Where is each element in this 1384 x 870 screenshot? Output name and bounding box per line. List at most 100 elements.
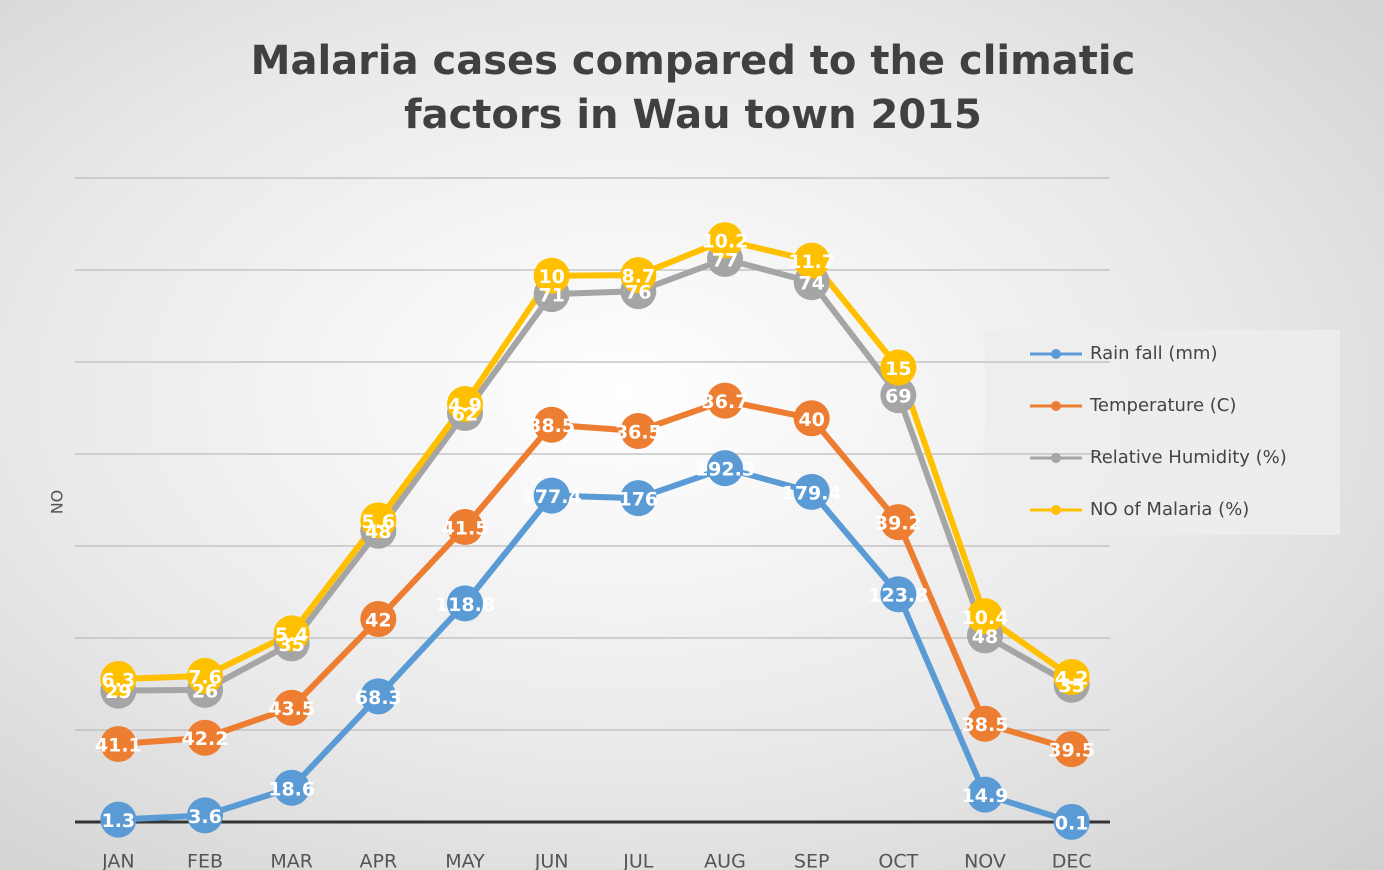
- data-label: 62: [452, 403, 478, 425]
- x-tick-label: MAY: [445, 851, 485, 870]
- point: [967, 776, 1003, 813]
- point: [533, 477, 570, 514]
- point: [880, 349, 917, 386]
- data-label: 74: [798, 273, 824, 295]
- data-label: 8.7: [621, 266, 655, 288]
- data-label: 5.6: [361, 511, 395, 533]
- point: [100, 725, 137, 762]
- point: [187, 657, 223, 694]
- data-label: 39.5: [1048, 740, 1095, 762]
- data-label: 41.1: [95, 734, 142, 756]
- point: [620, 257, 657, 294]
- point: [880, 377, 917, 414]
- data-label: 38.5: [528, 415, 575, 437]
- data-label: 10: [538, 266, 564, 288]
- data-label: 76: [625, 282, 651, 304]
- data-label: 4.2: [1055, 668, 1089, 690]
- data-label: 43.5: [268, 698, 315, 720]
- point: [707, 382, 743, 419]
- series-line: [118, 237, 1074, 683]
- data-label: 6.3: [101, 670, 135, 692]
- legend-label: Relative Humidity (%): [1090, 447, 1287, 468]
- x-tick-label: AUG: [704, 851, 746, 870]
- legend-marker: [1051, 453, 1061, 463]
- point: [533, 406, 570, 443]
- legend-label: Rain fall (mm): [1090, 343, 1217, 364]
- data-label: 1.3: [101, 810, 135, 832]
- data-label: 68.3: [355, 687, 402, 709]
- x-tick-label: MAR: [270, 851, 313, 870]
- data-label: 177.4: [522, 486, 582, 508]
- data-label: 69: [885, 386, 911, 408]
- data-label: 18.6: [268, 778, 315, 800]
- point: [273, 689, 310, 726]
- data-label: 35: [1058, 675, 1084, 697]
- data-label: 15: [885, 358, 911, 380]
- point: [100, 661, 137, 698]
- x-tick-label: JUN: [534, 851, 569, 870]
- x-tick-label: FEB: [187, 851, 223, 870]
- data-label: 176: [618, 489, 658, 511]
- data-label: 42.2: [182, 728, 229, 750]
- chart-title: Malaria cases compared to the climatic f…: [250, 38, 1136, 138]
- x-tick-label: DEC: [1052, 851, 1092, 870]
- point: [620, 413, 657, 449]
- point: [360, 678, 397, 715]
- y-axis-label: NO: [48, 490, 67, 515]
- point: [187, 797, 223, 834]
- data-label: 41.5: [442, 518, 489, 540]
- legend-marker: [1051, 349, 1061, 359]
- point: [447, 585, 483, 622]
- data-label: 4.9: [448, 394, 482, 416]
- point: [880, 576, 917, 613]
- x-tick-label: JAN: [101, 851, 134, 870]
- data-label: 10.2: [702, 231, 749, 253]
- point: [447, 509, 483, 546]
- point: [273, 769, 310, 806]
- data-label: 71: [538, 285, 564, 307]
- point: [187, 719, 223, 756]
- data-label: 36.7: [702, 391, 749, 413]
- point: [1053, 659, 1090, 696]
- data-label: 26: [192, 680, 218, 702]
- x-tick-label: NOV: [964, 851, 1006, 870]
- point: [533, 257, 570, 294]
- data-label: 40: [798, 409, 824, 431]
- legend-box: [985, 330, 1340, 535]
- data-label: 36.5: [615, 422, 662, 444]
- legend-marker: [1051, 401, 1061, 411]
- point: [273, 615, 310, 652]
- data-label: 42: [365, 610, 391, 632]
- data-label: 11.7: [788, 251, 835, 273]
- data-label: 192.3: [695, 459, 755, 481]
- data-label: 123.8: [868, 585, 928, 607]
- point: [360, 601, 397, 638]
- point: [793, 473, 830, 510]
- legend-marker: [1051, 505, 1061, 515]
- data-label: 5.4: [275, 624, 309, 646]
- data-label: 10.4: [962, 607, 1009, 629]
- data-label: 35: [278, 634, 304, 656]
- point: [793, 400, 830, 437]
- point: [967, 705, 1003, 742]
- x-tick-label: OCT: [878, 851, 918, 870]
- x-tick-label: SEP: [794, 851, 830, 870]
- point: [100, 801, 137, 838]
- data-label: 48: [972, 626, 998, 648]
- data-label: 38.5: [962, 714, 1009, 736]
- data-label: 179.4: [782, 482, 842, 504]
- point: [880, 504, 917, 541]
- point: [360, 502, 397, 539]
- legend-label: Temperature (C): [1089, 395, 1236, 416]
- data-label: 39.2: [875, 513, 922, 535]
- data-label: 14.9: [962, 785, 1009, 807]
- point: [793, 242, 830, 279]
- data-label: 29: [105, 681, 131, 703]
- point: [1053, 803, 1090, 840]
- point: [447, 385, 483, 422]
- point: [967, 598, 1003, 635]
- x-tick-label: JUL: [622, 851, 654, 870]
- x-tick-label: APR: [359, 851, 397, 870]
